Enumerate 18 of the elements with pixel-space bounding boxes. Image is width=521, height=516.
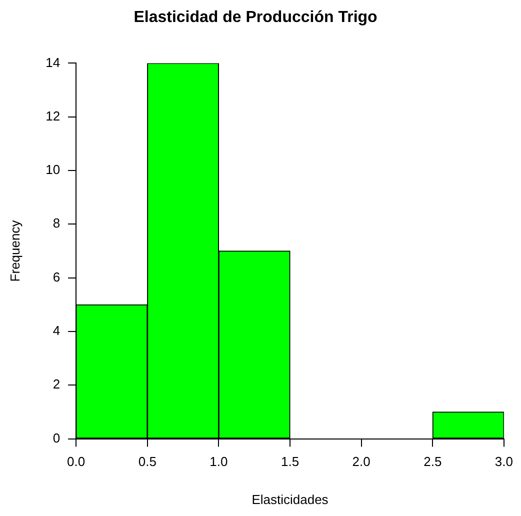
y-axis-title: Frequency bbox=[7, 220, 22, 282]
x-axis-title: Elasticidades bbox=[252, 492, 329, 507]
y-tick-label: 8 bbox=[52, 216, 60, 231]
x-tick-label: 1.5 bbox=[280, 454, 300, 470]
x-tick-label: 0.5 bbox=[138, 454, 156, 470]
chart-title: Elasticidad de Producción Trigo bbox=[134, 9, 378, 26]
x-tick-label: 2.0 bbox=[352, 454, 370, 470]
x-tick-label: 1.0 bbox=[210, 454, 228, 470]
y-tick-label: 10 bbox=[46, 162, 60, 178]
x-tick-label: 2.5 bbox=[424, 454, 442, 470]
y-tick-label: 12 bbox=[46, 108, 60, 124]
y-tick-label: 4 bbox=[52, 323, 60, 338]
y-tick-label: 0 bbox=[52, 430, 60, 446]
x-tick-label: 0.0 bbox=[67, 454, 86, 470]
y-tick-label: 14 bbox=[46, 54, 60, 70]
x-tick-label: 3.0 bbox=[494, 454, 514, 470]
y-tick-label: 2 bbox=[52, 376, 60, 392]
y-tick-label: 6 bbox=[52, 269, 60, 284]
